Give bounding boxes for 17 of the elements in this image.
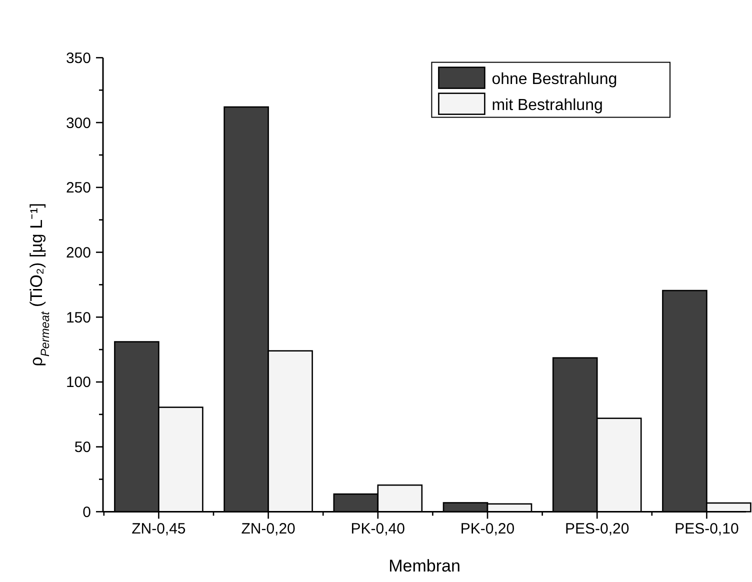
- y-tick-label: 300: [66, 114, 91, 132]
- y-tick-label: 150: [66, 309, 91, 326]
- x-tick-label: ZN-0,45: [132, 520, 186, 538]
- x-tick-label: PES-0,10: [674, 520, 739, 538]
- x-tick-label: ZN-0,20: [241, 520, 296, 538]
- y-tick-label: 100: [66, 374, 91, 392]
- x-tick-label: PES-0,20: [564, 520, 630, 538]
- legend-label: mit Bestrahlung: [492, 96, 603, 114]
- x-tick-label: PK-0,40: [350, 520, 405, 538]
- y-tick-label: 350: [66, 50, 91, 67]
- legend-label: ohne Bestrahlung: [492, 70, 618, 88]
- x-axis-title: Membran: [388, 556, 460, 576]
- x-tick-label: PK-0,20: [460, 520, 515, 538]
- y-tick-label: 200: [66, 244, 91, 262]
- y-tick-label: 250: [66, 180, 91, 197]
- y-tick-label: 0: [82, 504, 91, 521]
- y-tick-label: 50: [74, 439, 91, 456]
